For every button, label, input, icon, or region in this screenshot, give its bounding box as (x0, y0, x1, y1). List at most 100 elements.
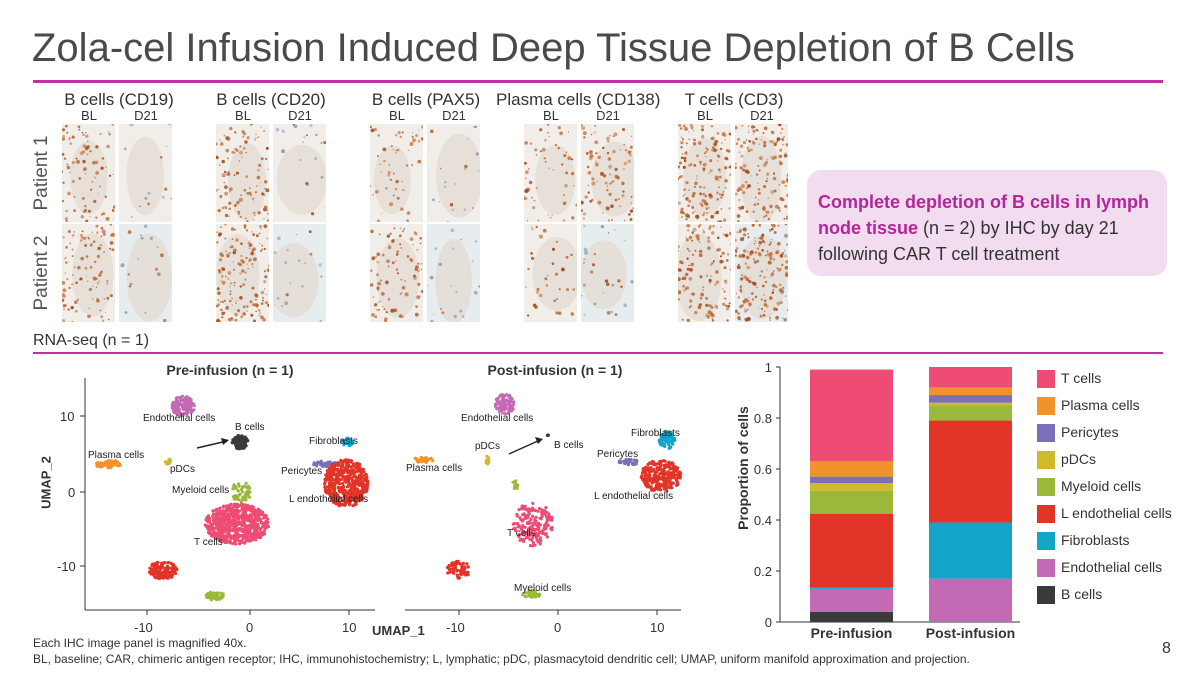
legend-item: T cells (1037, 370, 1102, 389)
bar-segment-plasma-cells (929, 387, 1012, 396)
bar-segment-t-cells (929, 367, 1012, 388)
pre-bcell-arrow (196, 440, 228, 449)
legend-label: Endothelial cells (1061, 559, 1163, 575)
legend-item: Fibroblasts (1037, 532, 1130, 551)
pre-y-tick: 0 (68, 485, 76, 500)
bar-segment-pericytes (810, 476, 893, 484)
post-x-tick: 10 (650, 620, 665, 635)
bar-y-label: Proportion of cells (735, 406, 751, 530)
bar-y-tick-label: 0.2 (754, 564, 772, 579)
bar-segment-fibroblasts (810, 587, 893, 589)
post-x-tick: 0 (554, 620, 562, 635)
callout-text: Complete depletion of B cells in lymph n… (818, 189, 1166, 267)
post-x-tick: -10 (446, 620, 465, 635)
legend-label: T cells (1061, 370, 1102, 386)
rnaseq-label: RNA-seq (n = 1) (33, 332, 150, 349)
legend-label: Plasma cells (1061, 397, 1140, 413)
bar-y-tick-label: 0.4 (754, 513, 772, 528)
umap-plots (80, 378, 683, 615)
pre-cluster-pdcs (163, 457, 173, 466)
patient-1-label: Patient 1 (31, 135, 52, 211)
legend-label: B cells (1061, 586, 1103, 602)
callout-box (807, 170, 1167, 276)
bl-label: BL (235, 108, 251, 123)
pre-label-pericytes: Pericytes (281, 466, 323, 477)
page-number: 8 (1162, 640, 1171, 657)
bar-segment-endothelial-cells (810, 588, 893, 612)
callout-rest: (n = 2) by IHC by day 21 following CAR T… (818, 218, 1119, 264)
pre-x-tick: 10 (342, 620, 357, 635)
umap-x-label: UMAP_1 (372, 623, 425, 638)
bar-y-tick-label: 0.8 (754, 411, 772, 426)
pre-label-lendo: L endothelial cells (289, 494, 369, 505)
legend-item: pDCs (1037, 451, 1096, 470)
post-label-pericytes: Pericytes (597, 449, 639, 460)
bar-segment-endothelial-cells (929, 578, 1012, 622)
pre-cluster-tcells-low (147, 560, 179, 580)
pre-cluster-tcells (203, 502, 270, 546)
post-label-endothelial: Endothelial cells (461, 413, 534, 424)
bar-category-label: Post-infusion (926, 625, 1015, 641)
bar-segment-pericytes (929, 395, 1012, 403)
post-cluster-bcells (545, 433, 551, 438)
ihc-image-panel (735, 224, 788, 322)
post-cluster-tcells (511, 501, 554, 548)
post-cluster-endothelial (493, 393, 516, 416)
ihc-image-panel (62, 224, 115, 322)
ihc-image-panel (735, 124, 788, 222)
bar-category-label: Pre-infusion (811, 625, 893, 641)
bar-segment-myeloid-cells (929, 405, 1012, 421)
pre-arrow-head (221, 438, 229, 445)
post-cluster-fibroblasts (657, 429, 677, 450)
pre-x-tick: -10 (134, 620, 153, 635)
bl-label: BL (697, 108, 713, 123)
marker-label-cd138: Plasma cells (CD138) (496, 90, 661, 109)
post-label-lendo: L endothelial cells (594, 491, 674, 502)
pre-x-tick: 0 (246, 620, 254, 635)
ihc-image-panel (581, 224, 634, 322)
pre-cluster-plasma (95, 459, 122, 470)
marker-label-cd3: T cells (CD3) (684, 90, 784, 109)
ihc-image-panel (216, 124, 269, 222)
pre-infusion-umap-title: Pre-infusion (n = 1) (166, 362, 294, 378)
ihc-image-panel (370, 124, 423, 222)
pre-label-myeloid: Myeloid cells (172, 485, 230, 496)
legend-label: Fibroblasts (1061, 532, 1130, 548)
post-bcell-arrow (508, 439, 541, 455)
legend-item: Myeloid cells (1037, 478, 1141, 497)
ihc-image-panel (273, 224, 326, 322)
ihc-image-panel (524, 124, 577, 222)
pre-cluster-endothelial (170, 394, 196, 418)
bl-label: BL (81, 108, 97, 123)
legend-item: B cells (1037, 586, 1103, 605)
patient-2-label: Patient 2 (31, 235, 52, 311)
section-divider (33, 352, 1163, 354)
post-arrow-head (535, 437, 543, 444)
marker-label-cd19: B cells (CD19) (64, 90, 174, 109)
legend-item: Endothelial cells (1037, 559, 1163, 578)
legend-label: Pericytes (1061, 424, 1119, 440)
legend-swatch (1037, 370, 1055, 389)
post-infusion-umap-title: Post-infusion (n = 1) (487, 362, 623, 378)
bar-segment-fibroblasts (929, 522, 1012, 579)
bl-label: BL (389, 108, 405, 123)
d21-label: D21 (750, 108, 774, 123)
legend-item: Plasma cells (1037, 397, 1140, 416)
pre-cluster-lendo (323, 458, 370, 508)
pre-cluster-pericytes (312, 459, 338, 469)
pre-label-tcells: T cells (194, 537, 223, 548)
pre-label-endothelial: Endothelial cells (143, 413, 216, 424)
bar-segment-plasma-cells (810, 461, 893, 477)
ihc-image-panel (62, 124, 115, 222)
post-label-pdcs: pDCs (475, 441, 501, 452)
pre-label-fibroblasts: Fibroblasts (309, 436, 358, 447)
bar-segment-b-cells (810, 611, 893, 622)
legend-item: L endothelial cells (1037, 505, 1172, 524)
pre-label-bcells: B cells (235, 422, 265, 433)
pre-label-plasma: Plasma cells (88, 450, 145, 461)
d21-label: D21 (596, 108, 620, 123)
pre-cluster-bcells (230, 433, 250, 451)
bar-segment-l-endothelial-cells (810, 513, 893, 588)
title-divider (33, 80, 1163, 83)
bar-segment-pdcs (929, 402, 1012, 406)
